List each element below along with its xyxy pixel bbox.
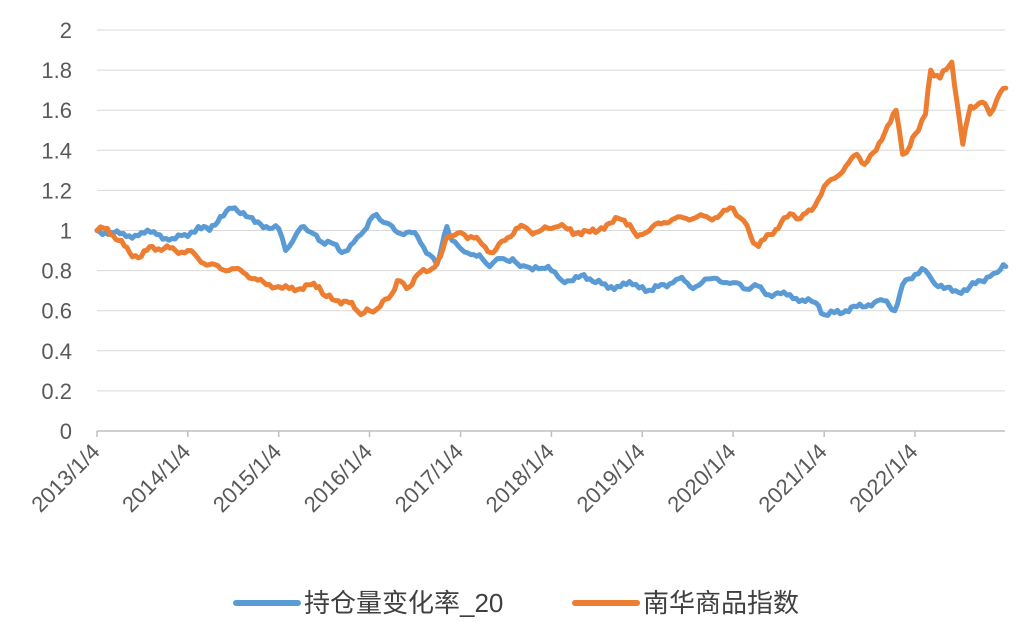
y-tick-label: 0.2 [41,379,72,404]
legend-label: 持仓量变化率_20 [304,588,503,618]
y-tick-label: 1.2 [41,178,72,203]
y-tick-label: 1.6 [41,98,72,123]
x-tick-label: 2014/1/4 [117,439,195,517]
series-line-1 [94,205,1009,318]
y-tick-label: 2 [60,18,72,43]
y-tick-label: 0.6 [41,299,72,324]
x-tick-label: 2022/1/4 [844,439,922,517]
y-tick-label: 0 [60,419,72,444]
y-tick-label: 1.8 [41,58,72,83]
x-tick-label: 2018/1/4 [481,439,559,517]
x-tick-label: 2019/1/4 [572,439,650,517]
x-tick-label: 2015/1/4 [208,439,286,517]
x-axis: 2013/1/4 2014/1/4 2015/1/4 2016/1/4 2017/1/4… [26,430,1005,517]
legend-label: 南华商品指数 [643,588,799,618]
y-axis: 0 0.2 0.4 0.6 0.8 1 1.2 1.4 1.6 1.8 2 [41,18,72,444]
x-tick-label: 2021/1/4 [753,439,831,517]
x-tick-label: 2016/1/4 [299,439,377,517]
series-line-2 [94,59,1009,318]
legend: 持仓量变化率_20 南华商品指数 [233,588,799,618]
x-tick-label: 2013/1/4 [26,439,104,517]
y-tick-label: 0.4 [41,339,72,364]
plot-area [94,59,1009,318]
y-tick-label: 1.4 [41,138,72,163]
x-tick-label: 2017/1/4 [390,439,468,517]
x-tick-label: 2020/1/4 [662,439,740,517]
y-tick-label: 0.8 [41,259,72,284]
y-tick-label: 1 [60,219,72,244]
